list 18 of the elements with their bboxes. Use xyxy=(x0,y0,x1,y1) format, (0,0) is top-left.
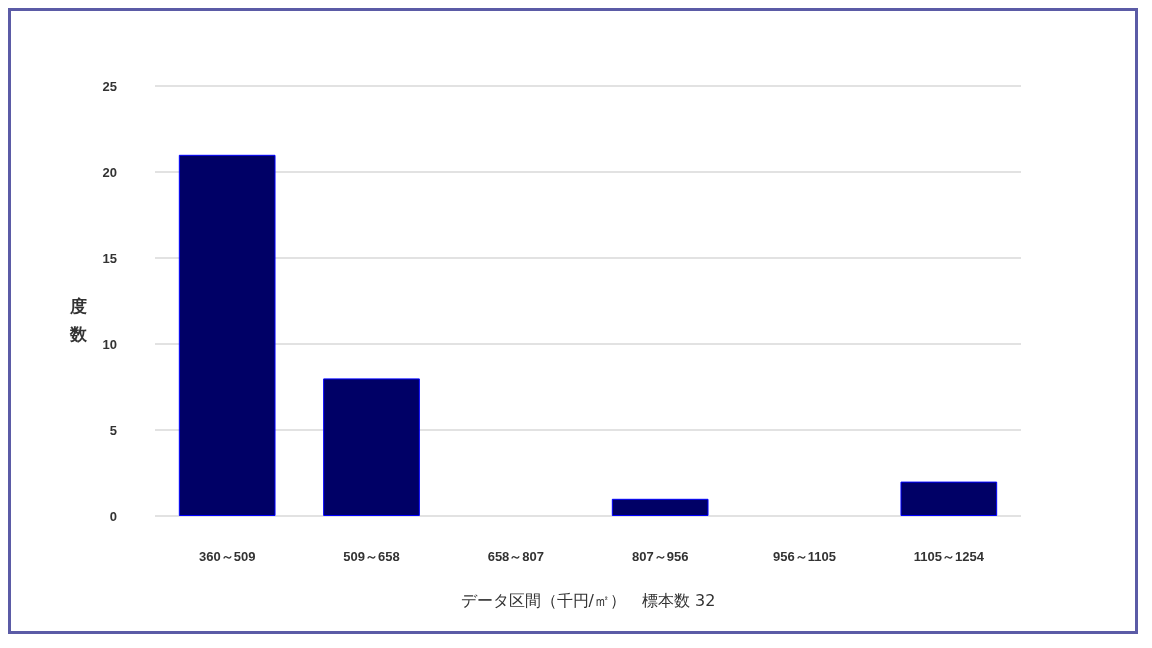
y-tick-label: 15 xyxy=(102,250,117,266)
y-tick-label: 5 xyxy=(109,422,117,438)
y-tick-label: 25 xyxy=(102,78,117,94)
y-tick-label: 20 xyxy=(102,164,117,180)
x-axis-title: データ区間（千円/㎡） 標本数 32 xyxy=(460,590,716,610)
y-axis-title: 度数 xyxy=(70,295,87,346)
x-tick-label: 807～956 xyxy=(631,549,689,564)
bar xyxy=(323,378,420,516)
y-tick-label: 10 xyxy=(102,336,117,352)
x-tick-label: 1105～1254 xyxy=(913,549,985,564)
y-tick-label: 0 xyxy=(109,508,117,524)
x-tick-label: 658～807 xyxy=(487,549,545,564)
x-tick-label: 360～509 xyxy=(198,549,256,564)
bar xyxy=(611,498,709,516)
x-tick-label: 956～1105 xyxy=(773,549,836,564)
x-tick-label: 509～658 xyxy=(343,549,400,564)
bar xyxy=(178,154,276,516)
bar xyxy=(900,481,998,516)
